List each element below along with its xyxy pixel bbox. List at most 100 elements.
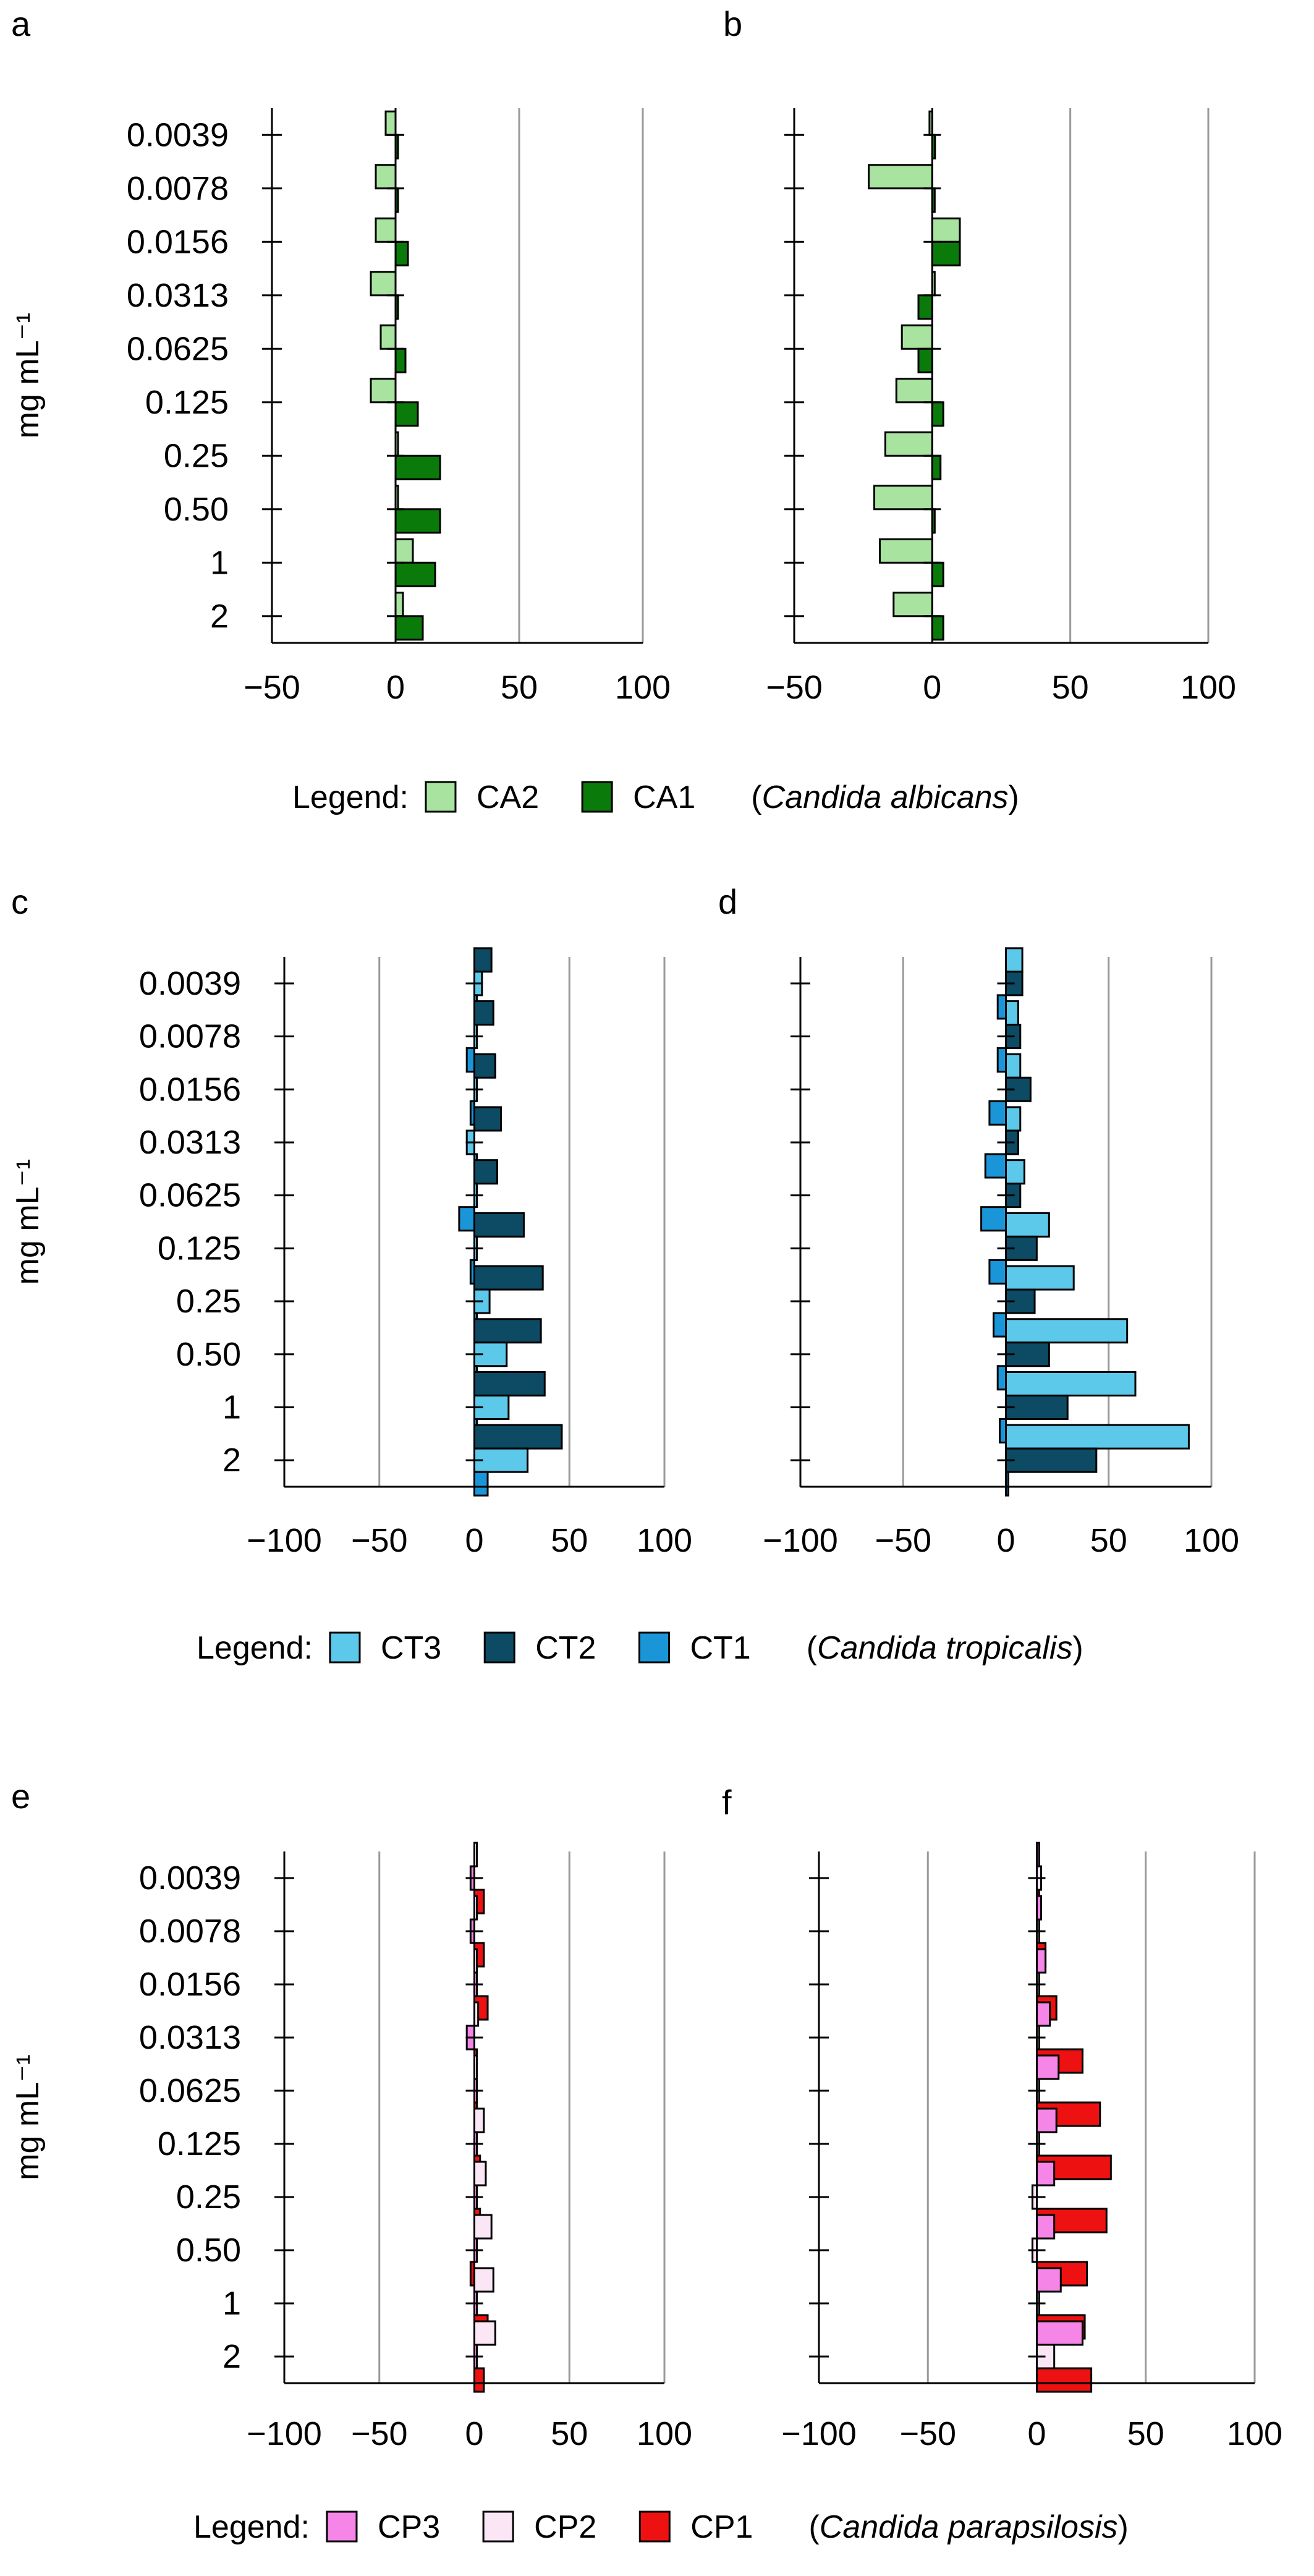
chart-panel-c: c 0.0039 0.0078 0.0156 0.0313 0.0625 0.125 0.25… <box>10 882 692 1559</box>
legend-item-label: CP3 <box>378 2509 440 2545</box>
bar-ct1 <box>996 1047 1007 1073</box>
x-tick-label: 100 <box>1227 2415 1282 2452</box>
legend-species: (Candida albicans) <box>751 780 1019 815</box>
bar-ct2 <box>1005 1447 1098 1473</box>
bar-ca1 <box>931 454 942 480</box>
category-label: 0.0039 <box>127 116 229 153</box>
legend-swatch <box>638 2510 671 2543</box>
bar-ct3 <box>473 1447 529 1473</box>
category-label: 0.0313 <box>139 2019 241 2056</box>
bar-ca1 <box>931 615 944 641</box>
bar-ca2 <box>868 164 933 190</box>
bar-ca2 <box>375 164 397 190</box>
x-tick-label: 0 <box>465 2415 483 2452</box>
chart-panel-a: a 0.0039 0.0078 0.0156 0.0313 0.0625 0.125 0.25… <box>10 4 671 706</box>
bar-ct2 <box>473 1265 544 1291</box>
category-label: 0.125 <box>158 1230 241 1267</box>
legend-swatch <box>326 2510 358 2543</box>
x-tick-label: 0 <box>465 1522 483 1559</box>
panel-label: a <box>11 4 31 43</box>
chart-panel-f: f −100 −50 0 50 100 <box>722 1783 1282 2452</box>
category-label: 0.0625 <box>139 2072 241 2109</box>
legend-item-label: CT1 <box>690 1630 750 1666</box>
x-tick-label: −50 <box>875 1522 931 1559</box>
bar-ct2 <box>473 1053 496 1079</box>
category-label: 0.0039 <box>139 965 241 1002</box>
bar-cp3 <box>1036 1948 1047 1974</box>
legend-swatch <box>483 1631 515 1664</box>
bar-ct2 <box>1005 1076 1032 1102</box>
panel-label: b <box>723 4 742 43</box>
bar-ct2 <box>473 947 493 973</box>
bar-cp3 <box>1036 2001 1051 2027</box>
panel-label: d <box>718 882 737 921</box>
bar-ca2 <box>878 538 933 564</box>
legend-item-label: CP2 <box>534 2509 596 2545</box>
chart-panel-e: e 0.0039 0.0078 0.0156 0.0313 0.0625 0.125 0.25… <box>10 1777 692 2452</box>
bar-ct2 <box>473 1106 502 1132</box>
category-label: 0.50 <box>164 491 229 528</box>
category-label: 0.0156 <box>127 223 229 260</box>
bar-ct3 <box>1005 1053 1022 1079</box>
bar-ca1 <box>931 240 961 266</box>
bar-ct2 <box>473 1000 494 1026</box>
bar-cp3 <box>1036 2267 1062 2293</box>
x-tick-label: −50 <box>766 669 823 706</box>
x-tick-label: −100 <box>781 2415 857 2452</box>
bar-ca1 <box>394 561 436 587</box>
legend-prefix: Legend: <box>193 2509 310 2545</box>
bar-ct2 <box>473 1212 525 1238</box>
x-tick-label: 100 <box>637 2415 692 2452</box>
x-tick-label: −100 <box>763 1522 838 1559</box>
x-tick-label: 100 <box>1180 669 1236 706</box>
bar-cp2 <box>473 2161 487 2187</box>
legend-item-label: CP1 <box>690 2509 753 2545</box>
panel-label: f <box>722 1783 732 1822</box>
bar-ca1 <box>931 401 944 427</box>
category-label: 0.0078 <box>127 170 229 207</box>
bar-cp3 <box>1036 2107 1058 2133</box>
bar-ct1 <box>988 1259 1007 1285</box>
y-axis-title: mg mL⁻¹ <box>10 313 46 439</box>
legend-prefix: Legend: <box>197 1630 313 1666</box>
bar-ct3 <box>1005 1424 1190 1450</box>
bar-ca2 <box>379 324 397 350</box>
y-axis-title: mg mL⁻¹ <box>10 2054 46 2180</box>
bar-ca2 <box>892 592 933 618</box>
category-label: 2 <box>210 598 229 635</box>
bar-ct3 <box>1005 947 1024 973</box>
chart-panel-b: b −50 0 50 100 <box>723 4 1236 706</box>
x-tick-label: −50 <box>244 669 300 706</box>
legend-swatch <box>425 781 457 813</box>
bar-cp1 <box>473 2367 485 2393</box>
bar-ca2 <box>394 538 414 564</box>
bar-ca1 <box>917 294 933 320</box>
x-tick-label: 50 <box>1127 2415 1164 2452</box>
bar-ct1 <box>996 1365 1007 1391</box>
legend-swatch <box>638 1631 670 1664</box>
x-tick-label: −50 <box>351 1522 408 1559</box>
category-label: 0.0078 <box>139 1018 241 1055</box>
category-label: 1 <box>223 2285 241 2322</box>
y-axis-title: mg mL⁻¹ <box>10 1159 46 1285</box>
bar-ca1 <box>394 401 419 427</box>
bar-cp2 <box>473 2320 496 2346</box>
bar-ca1 <box>394 508 441 534</box>
category-label: 0.25 <box>176 2179 241 2216</box>
legend-item-label: CA2 <box>477 780 539 815</box>
panel-label: c <box>11 882 28 921</box>
category-label: 2 <box>223 2338 241 2375</box>
bar-cp2 <box>473 2107 485 2133</box>
bar-ct1 <box>465 1047 476 1073</box>
bar-ca2 <box>370 271 397 297</box>
bar-ct1 <box>458 1206 476 1232</box>
legend-swatch <box>482 2510 514 2543</box>
bar-ct2 <box>473 1318 542 1344</box>
x-tick-label: 0 <box>1027 2415 1046 2452</box>
legend-2: Legend: CT3 CT2 CT1 (Candida tropicalis) <box>197 1630 1083 1666</box>
x-tick-label: 50 <box>551 2415 588 2452</box>
category-label: 0.25 <box>164 437 229 474</box>
category-label: 2 <box>223 1442 241 1479</box>
x-tick-label: −100 <box>247 1522 322 1559</box>
